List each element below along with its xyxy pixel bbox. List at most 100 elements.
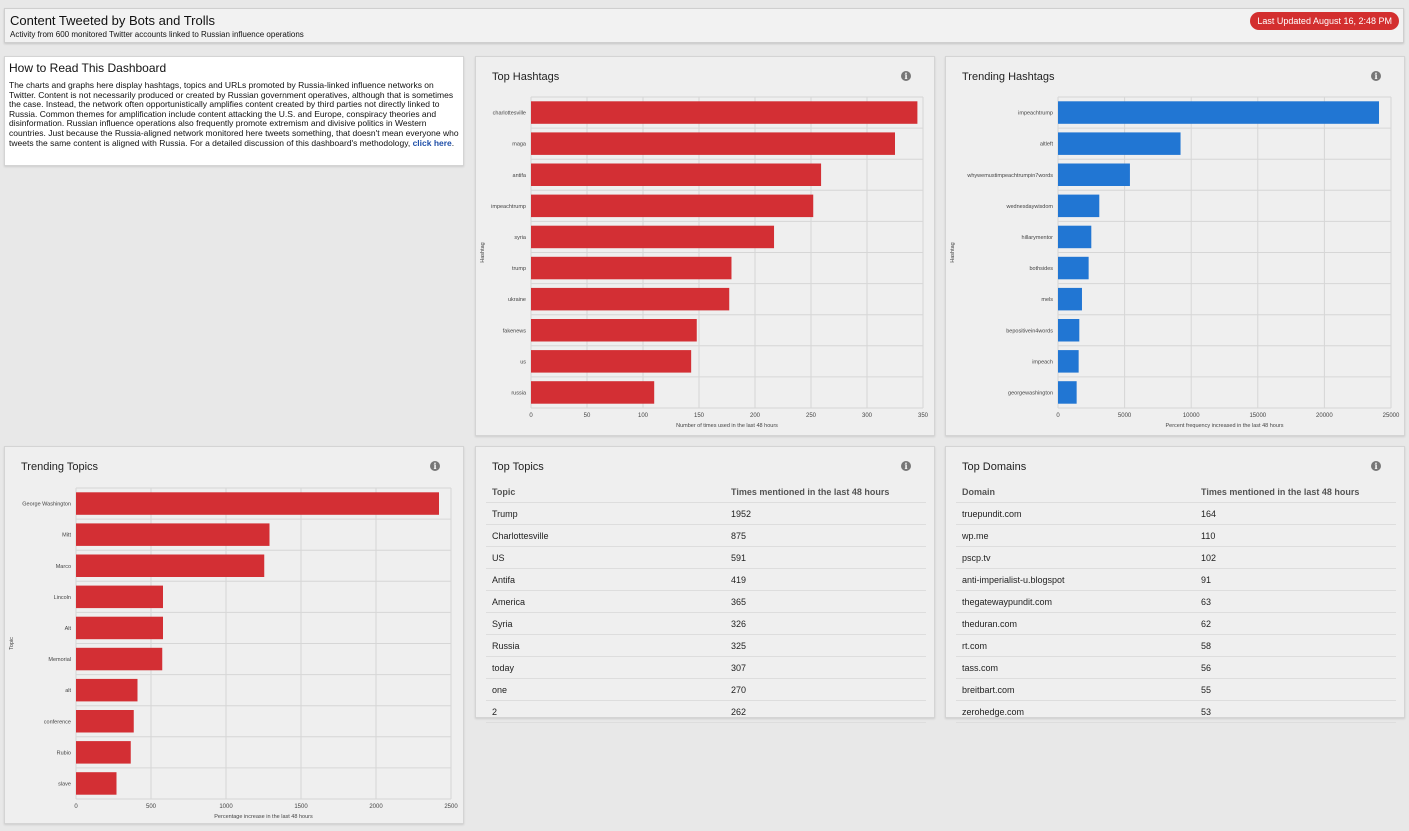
table-cell: today [486,656,725,679]
bar [531,287,730,311]
tick-label: 1000 [219,804,233,810]
table-row: breitbart.com 55 [956,678,1396,701]
tick-label: 250 [806,413,817,419]
bar [1058,319,1080,342]
trending-topics-panel: Trending Topics i George Washington Mitt M… [4,446,464,824]
category-label: impeachtrump [1018,111,1053,117]
tick-label: 10000 [1183,413,1200,419]
table-row: 2 262 [486,700,926,723]
bar [531,101,918,124]
table-row: theduran.com 62 [956,612,1396,635]
how-to-read-text: The charts and graphs here display hasht… [9,80,459,148]
category-label: Marco [56,564,71,570]
tick-label: 25000 [1383,413,1400,419]
info-icon[interactable]: i [1371,71,1381,81]
table-row: tass.com 56 [956,656,1396,679]
bar [76,678,138,702]
table-cell: 102 [1195,546,1396,569]
bar [76,554,265,577]
table-header-row: Domain Times mentioned in the last 48 hou… [956,481,1396,503]
table-cell: 326 [725,612,926,635]
table-header-row: Topic Times mentioned in the last 48 hour… [486,481,926,503]
bar [531,381,655,404]
category-label: Rubio [57,750,71,756]
table-row: Trump 1952 [486,502,926,525]
table-cell: one [486,678,725,701]
column-header[interactable]: Domain [956,481,1195,503]
methodology-link[interactable]: click here [412,137,452,148]
category-label: whywemustimpeachtrumpin7words [966,173,1053,179]
bar [76,741,131,764]
bar [1058,163,1130,186]
bar [531,319,697,342]
table-cell: 591 [725,546,926,569]
how-to-read-panel: How to Read This Dashboard The charts an… [4,56,464,166]
category-label: ukraine [508,297,526,303]
top-hashtags-panel: Top Hashtags i charlottesville maga antifa… [475,56,935,436]
category-label: syria [514,235,527,241]
top-domains-panel: Top Domains i Domain Times mentioned in t… [945,446,1405,723]
trending-hashtags-chart: impeachtrump altleft whywemustimpeachtrump… [950,96,1400,429]
column-header[interactable]: Times mentioned in the last 48 hours [1195,481,1396,503]
page-subtitle: Activity from 600 monitored Twitter acco… [10,30,304,39]
info-icon[interactable]: i [1371,461,1381,471]
top-domains-title: Top Domains [962,461,1027,473]
table-cell: 53 [1195,700,1396,723]
table-cell: truepundit.com [956,502,1195,525]
category-label: charlottesville [493,111,526,117]
tick-label: 200 [750,413,761,419]
tick-label: 2500 [444,804,458,810]
category-label: fakenews [503,328,526,334]
bar [1058,132,1181,155]
bar [1058,225,1092,249]
table-cell: US [486,546,725,569]
column-header[interactable]: Topic [486,481,725,503]
top-hashtags-title: Top Hashtags [492,71,560,83]
top-topics-panel: Top Topics i Topic Times mentioned in the… [475,446,935,723]
dashboard-header: Content Tweeted by Bots and Trolls Activ… [4,8,1404,43]
table-cell: 1952 [725,502,926,525]
y-axis-label: Hashtag [480,242,486,263]
page-title: Content Tweeted by Bots and Trolls [10,13,215,28]
table-cell: Trump [486,502,725,525]
table-cell: 365 [725,590,926,613]
table-cell: theduran.com [956,612,1195,635]
table-cell: 270 [725,678,926,701]
tick-label: 100 [638,413,649,419]
table-cell: rt.com [956,634,1195,657]
tick-label: 350 [918,413,929,419]
tick-label: 0 [529,413,533,419]
bar [76,647,163,671]
trending-hashtags-panel: Trending Hashtags i impeachtrump altleft w… [945,56,1405,436]
category-label: impeach [1032,359,1053,365]
table-row: anti-imperialist-u.blogspot 91 [956,568,1396,591]
bar [531,256,732,280]
top-hashtags-chart: charlottesville maga antifa impeachtrump syr… [480,96,929,429]
table-cell: 262 [725,700,926,723]
tick-label: 300 [862,413,873,419]
bar [1058,101,1380,124]
table-row: Syria 326 [486,612,926,635]
bar [531,163,822,186]
how-to-read-title: How to Read This Dashboard [9,61,167,75]
tick-label: 2000 [369,804,383,810]
tick-label: 0 [1056,413,1060,419]
info-icon[interactable]: i [901,461,911,471]
table-cell: 164 [1195,502,1396,525]
how-to-read-end: . [451,137,455,148]
category-label: wednesdaywisdom [1006,204,1054,210]
table-cell: 58 [1195,634,1396,657]
info-icon[interactable]: i [901,71,911,81]
tick-label: 500 [146,804,157,810]
bar [76,772,117,795]
column-header[interactable]: Times mentioned in the last 48 hours [725,481,926,503]
table-row: truepundit.com 164 [956,502,1396,525]
category-label: antifa [513,173,527,179]
table-row: thegatewaypundit.com 63 [956,590,1396,613]
bar [531,132,895,155]
category-label: maga [512,142,527,148]
info-icon[interactable]: i [430,461,440,471]
table-cell: 91 [1195,568,1396,591]
category-label: George Washington [22,502,71,508]
table-cell: Charlottesville [486,524,725,547]
